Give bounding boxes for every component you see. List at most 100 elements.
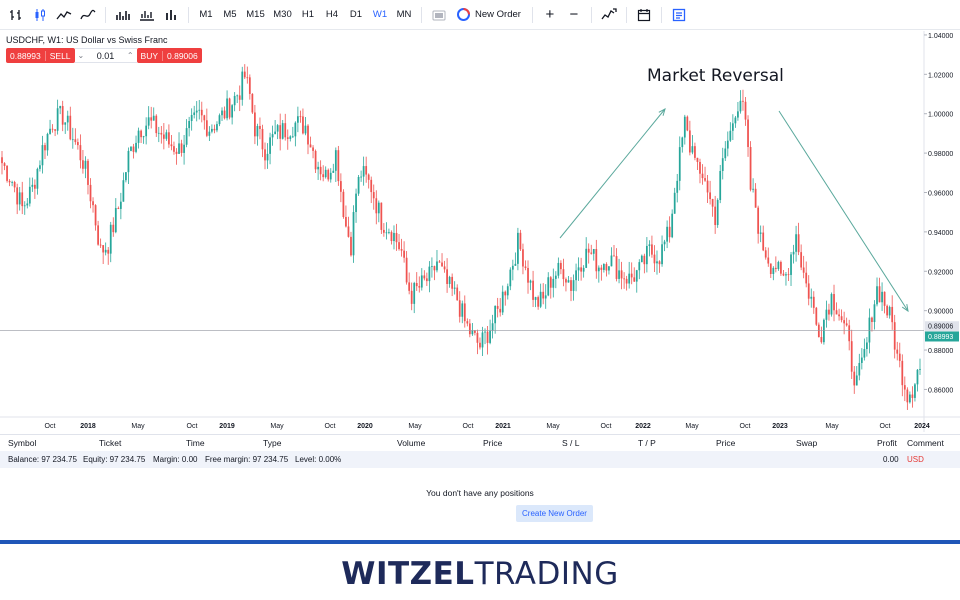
- column-header[interactable]: Price: [483, 438, 503, 448]
- timeframe-m5[interactable]: M5: [223, 9, 237, 20]
- candle-body: [567, 280, 570, 283]
- chevron-down-icon[interactable]: ⌄: [77, 51, 85, 60]
- column-header[interactable]: Ticket: [99, 438, 122, 448]
- candle-body: [329, 172, 332, 180]
- candle-body: [726, 140, 729, 149]
- calendar-icon[interactable]: [632, 3, 656, 27]
- candle-body: [833, 294, 835, 311]
- buy-label: BUY: [137, 50, 164, 61]
- x-tick-label: May: [685, 423, 699, 430]
- timeframe-d1[interactable]: D1: [349, 9, 363, 20]
- one-click-trading: 0.88993 SELL ⌄ 0.01 ⌃ BUY 0.89006: [6, 48, 202, 63]
- bar-chart-icon[interactable]: [4, 3, 28, 27]
- candle-body: [757, 207, 760, 234]
- column-header[interactable]: T / P: [638, 438, 656, 448]
- zoom-in-button[interactable]: +: [545, 6, 555, 23]
- candle-body: [709, 192, 711, 200]
- order-panel-icon[interactable]: [667, 3, 691, 27]
- column-header[interactable]: Time: [186, 438, 205, 448]
- candle-body: [903, 385, 906, 390]
- column-header[interactable]: Comment: [907, 438, 944, 448]
- create-new-order-button[interactable]: Create New Order: [516, 505, 593, 522]
- candle-body: [610, 255, 613, 267]
- reversal-arrow: [778, 110, 909, 312]
- arrowhead-icon: [901, 304, 909, 313]
- candle-body: [236, 95, 239, 97]
- column-header[interactable]: S / L: [562, 438, 580, 448]
- timeframe-mn[interactable]: MN: [396, 9, 412, 20]
- timeframe-h1[interactable]: H1: [301, 9, 315, 20]
- column-header[interactable]: Volume: [397, 438, 426, 448]
- candle-body: [291, 136, 294, 138]
- volume-bars-icon[interactable]: [111, 3, 135, 27]
- timeframe-h4[interactable]: H4: [325, 9, 339, 20]
- candle-body: [82, 160, 84, 169]
- candle-body: [458, 300, 461, 317]
- column-header[interactable]: Profit: [877, 438, 897, 448]
- candle-body: [527, 267, 529, 283]
- brand-logo-part1: WITZEL: [341, 556, 475, 592]
- templates-icon[interactable]: [159, 3, 183, 27]
- candle-body: [66, 115, 69, 123]
- candle-body: [484, 331, 486, 333]
- candle-body: [565, 279, 567, 283]
- candle-body: [640, 255, 643, 263]
- new-order-button[interactable]: New Order: [451, 3, 527, 27]
- column-header[interactable]: Swap: [796, 438, 818, 448]
- zoom-out-button[interactable]: −: [569, 6, 579, 23]
- candle-body: [213, 128, 216, 131]
- candle-body: [681, 137, 684, 148]
- candle-body: [603, 264, 605, 270]
- candle-body: [304, 125, 307, 134]
- curve-chart-icon[interactable]: [76, 3, 100, 27]
- candle-body: [16, 187, 19, 205]
- candle-body: [388, 232, 390, 233]
- candle-body: [544, 295, 547, 299]
- sell-button[interactable]: 0.88993 SELL: [6, 48, 75, 63]
- candle-body: [878, 286, 881, 303]
- timeframe-m1[interactable]: M1: [199, 9, 213, 20]
- candle-body: [431, 266, 433, 267]
- candle-body: [61, 106, 64, 125]
- buy-button[interactable]: BUY 0.89006: [136, 48, 202, 63]
- candle-body: [782, 273, 785, 276]
- free-margin-value: Free margin: 97 234.75: [205, 455, 289, 464]
- column-header[interactable]: Type: [263, 438, 282, 448]
- candle-body: [494, 305, 497, 324]
- column-header[interactable]: Symbol: [8, 438, 37, 448]
- candle-body: [276, 125, 279, 132]
- candle-body: [302, 116, 304, 134]
- candle-body: [780, 261, 782, 274]
- timeframe-w1[interactable]: W1: [372, 9, 388, 20]
- quantity-stepper[interactable]: ⌄ 0.01 ⌃: [74, 48, 137, 63]
- indicators-icon[interactable]: [135, 3, 159, 27]
- candle-body: [638, 262, 641, 271]
- candle-body: [489, 330, 491, 343]
- candle-body: [198, 109, 201, 111]
- candle-body: [418, 286, 421, 288]
- candle-body: [539, 291, 542, 307]
- candle-body: [345, 216, 347, 227]
- candle-body: [537, 297, 540, 307]
- candle-body: [582, 267, 585, 272]
- line-chart-icon[interactable]: [52, 3, 76, 27]
- candle-body: [532, 280, 534, 300]
- price-chart-canvas[interactable]: 1.04000 1.02000 1.00000 0.98000 0.96000 0.940…: [0, 31, 960, 432]
- candlestick-icon[interactable]: [28, 3, 52, 27]
- y-tick-label: 0.90000: [928, 309, 953, 316]
- candle-body: [767, 257, 770, 264]
- chevron-up-icon[interactable]: ⌃: [126, 51, 134, 60]
- candle-body: [575, 270, 577, 281]
- screenshot-icon[interactable]: [427, 3, 451, 27]
- y-tick-label: 0.92000: [928, 269, 953, 276]
- price-chart[interactable]: 1.04000 1.02000 1.00000 0.98000 0.96000 0.940…: [0, 31, 960, 432]
- column-header[interactable]: Price: [716, 438, 736, 448]
- candle-body: [269, 137, 271, 154]
- timeframe-m30[interactable]: M30: [273, 9, 292, 20]
- candle-body: [504, 291, 507, 296]
- toolbar-divider: [660, 6, 662, 23]
- timeframe-m15[interactable]: M15: [246, 9, 265, 20]
- indicator-wave-icon[interactable]: [597, 3, 621, 27]
- toolbar-divider: [531, 6, 533, 23]
- candle-body: [466, 321, 469, 324]
